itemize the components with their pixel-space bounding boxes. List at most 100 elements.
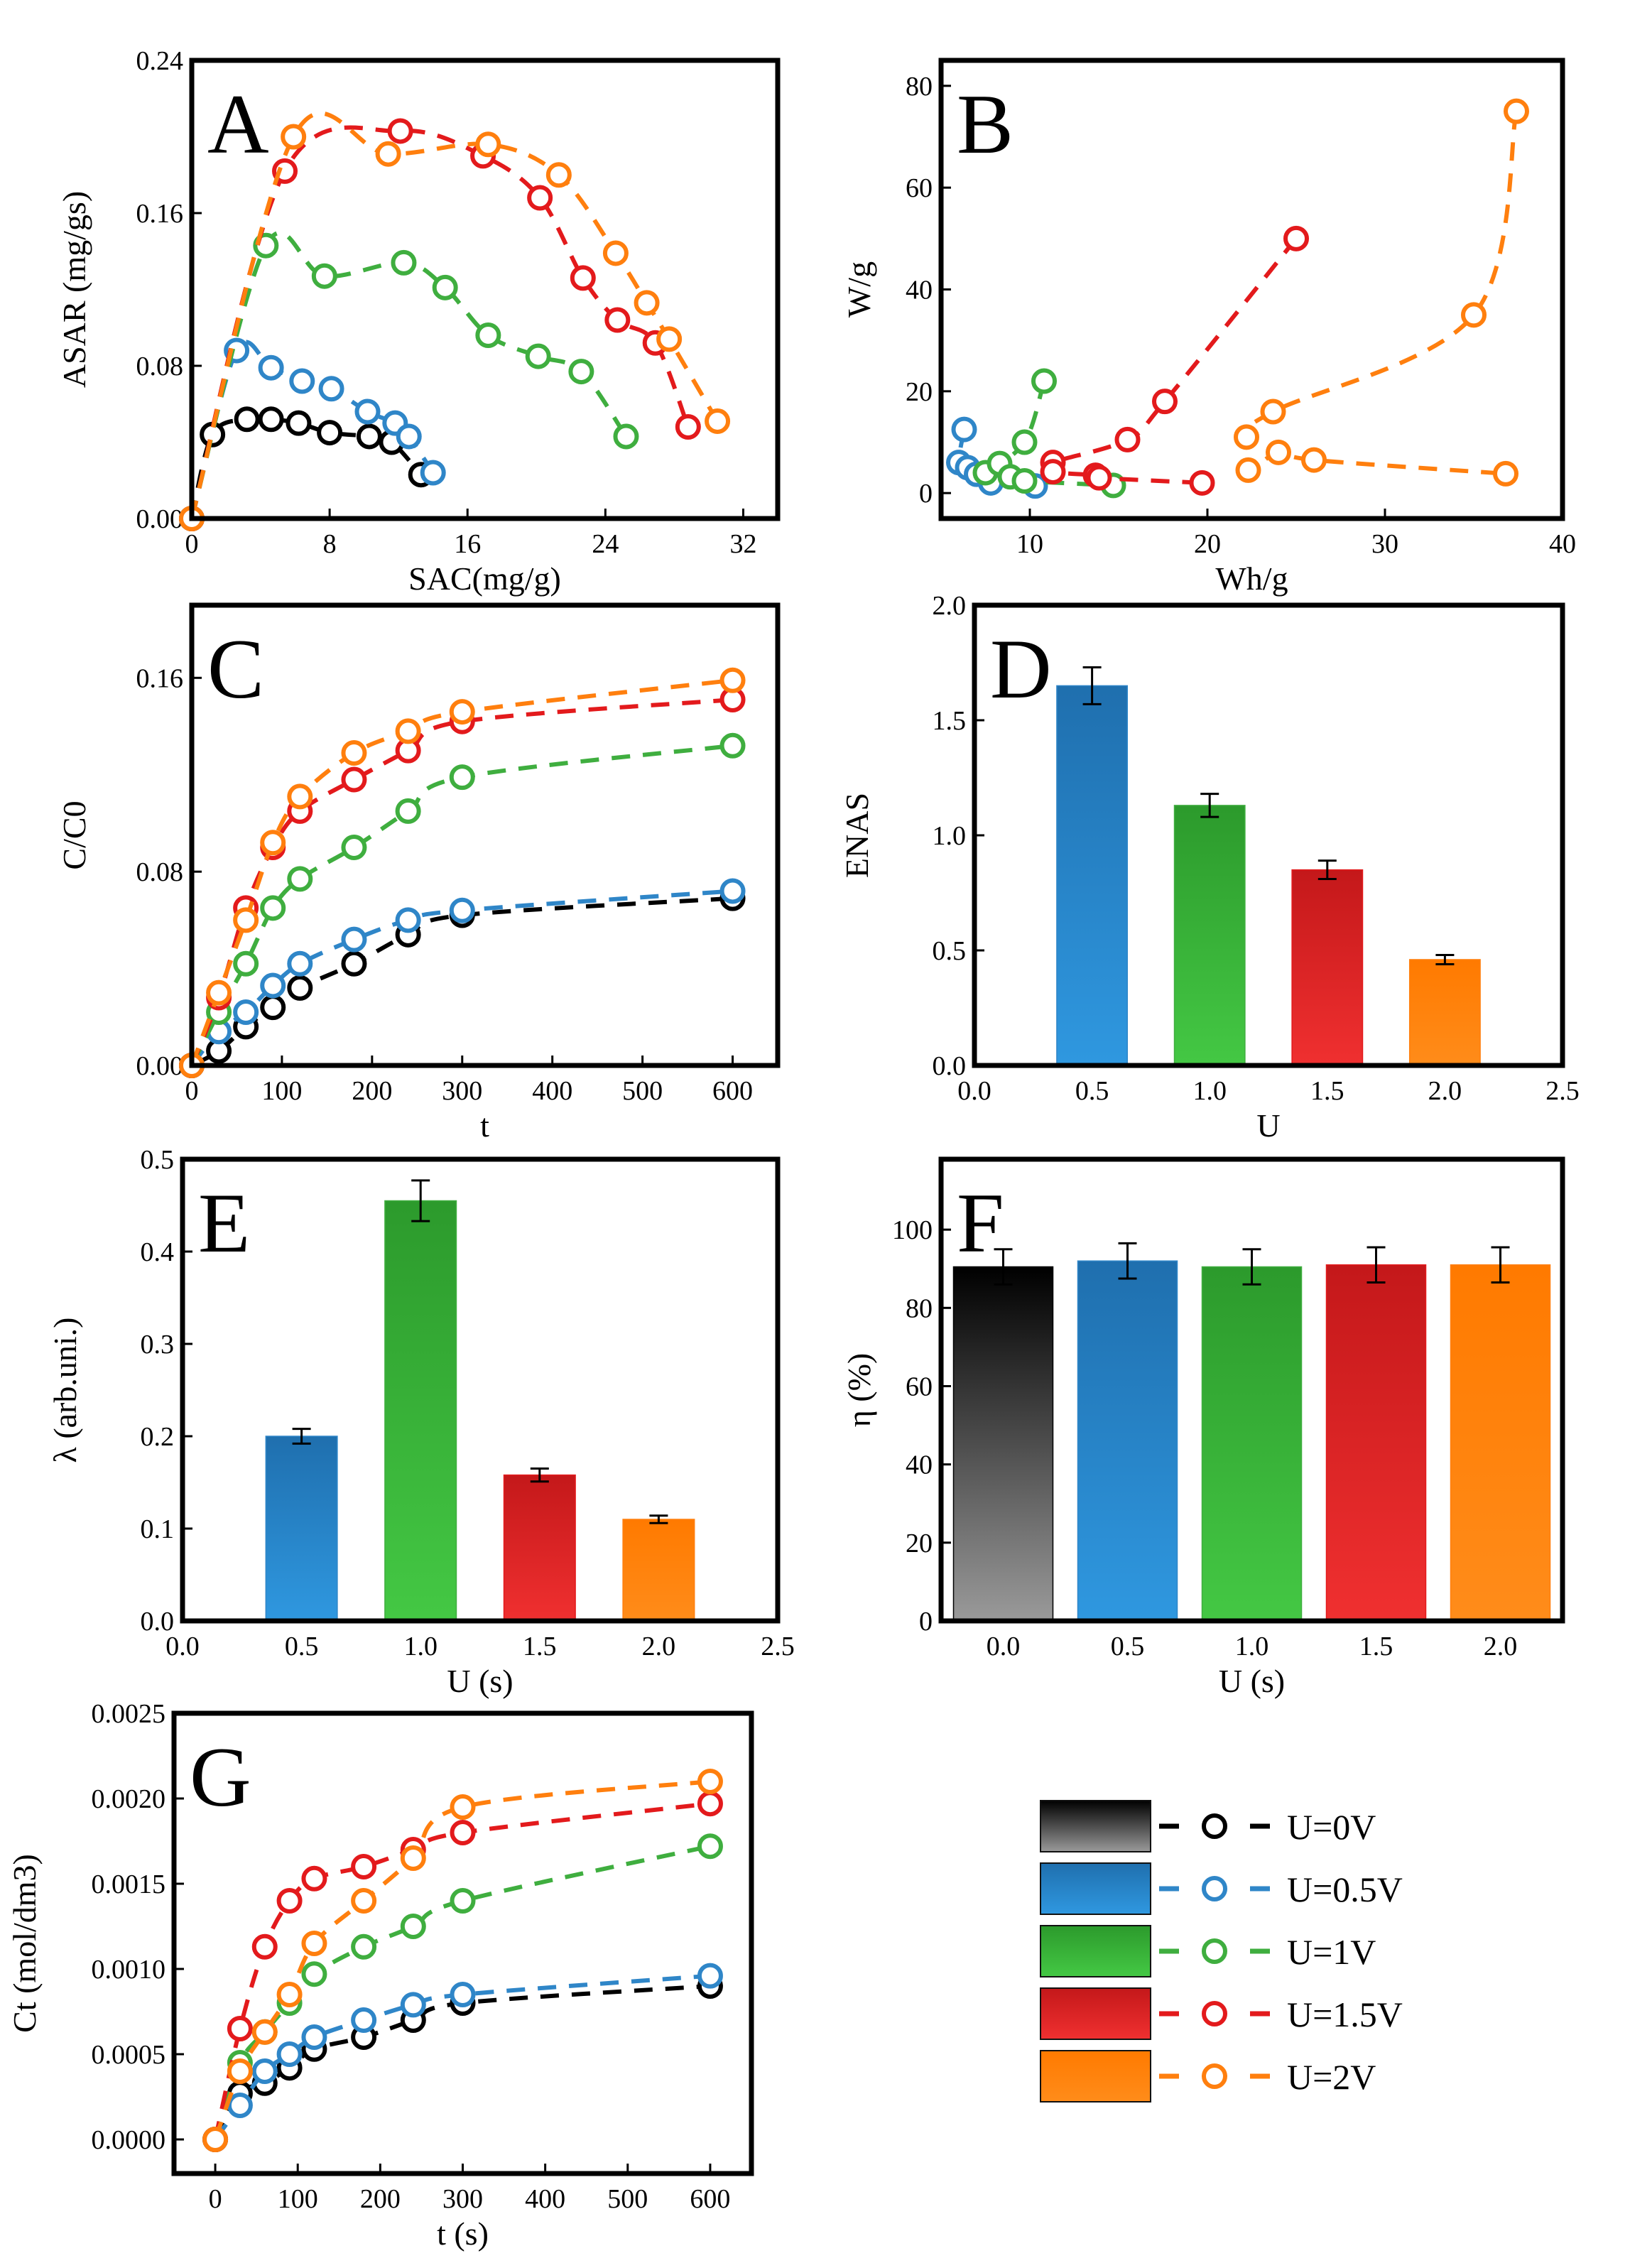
series-line [1241, 111, 1518, 476]
data-point [286, 410, 312, 436]
x-tick-label: 200 [352, 1076, 392, 1106]
x-tick-label: 0.5 [285, 1632, 319, 1661]
x-tick-label: 1.5 [1310, 1076, 1344, 1106]
legend-marker [1202, 1813, 1227, 1839]
x-tick-label: 400 [525, 2184, 565, 2214]
data-point [227, 2058, 253, 2084]
panel-letter: C [207, 622, 264, 716]
legend: U=0V U=0.5V U=1V U=1.5V U=2V [1040, 1800, 1403, 2102]
y-tick-label: 0.0020 [92, 1784, 166, 1814]
data-point [391, 249, 417, 276]
data-point [449, 897, 475, 923]
y-tick-label: 0.3 [141, 1330, 175, 1360]
y-tick-label: 100 [892, 1215, 933, 1245]
bar [1173, 805, 1246, 1066]
x-axis-title: U (s) [447, 1663, 513, 1699]
data-point [351, 2007, 377, 2033]
data-point [287, 975, 313, 1001]
x-tick-label: 500 [607, 2184, 648, 2214]
panel-letter: F [957, 1176, 1004, 1270]
y-tick-label: 40 [906, 1450, 933, 1480]
data-point [260, 972, 286, 999]
y-tick-label: 0.0025 [92, 1699, 166, 1729]
data-point [202, 2127, 229, 2152]
panel-letter: D [990, 622, 1052, 716]
data-point [387, 118, 413, 144]
data-point [1189, 470, 1215, 496]
x-tick-label: 0.0 [957, 1076, 991, 1106]
data-point [233, 907, 259, 933]
data-point [287, 950, 313, 977]
y-tick-label: 0.0 [141, 1607, 175, 1637]
data-point [289, 368, 315, 394]
bar [1077, 1260, 1178, 1622]
panel-letter: G [190, 1730, 251, 1824]
data-point [234, 406, 260, 433]
data-point [233, 999, 259, 1025]
x-tick-label: 100 [278, 2184, 318, 2214]
data-point [281, 124, 307, 150]
x-tick-label: 400 [532, 1076, 572, 1106]
data-point [351, 1933, 377, 1960]
x-tick-label: 8 [323, 529, 337, 559]
series-line [190, 743, 733, 1067]
y-tick-label: 0.00 [136, 1051, 184, 1081]
data-point [395, 907, 421, 933]
x-axis-title: t [480, 1107, 489, 1144]
x-tick-label: 0.0 [165, 1632, 200, 1661]
legend-swatch [1040, 1800, 1151, 1852]
data-point [400, 1845, 426, 1871]
y-tick-label: 0.0005 [92, 2040, 166, 2070]
x-tick-label: 32 [729, 529, 756, 559]
y-axis-title: W/g [841, 261, 877, 318]
bar [1325, 1264, 1427, 1622]
x-axis-title: SAC(mg/g) [408, 560, 561, 597]
data-point [604, 307, 631, 333]
data-point [341, 926, 367, 953]
data-point [206, 980, 232, 1006]
panel-B: 10 20 30 40 0 20 40 60 80 B Wh/g W/g [841, 58, 1576, 597]
data-point [1114, 426, 1141, 452]
plot-frame [189, 58, 781, 521]
x-tick-label: 24 [592, 529, 619, 559]
data-point [1011, 429, 1038, 455]
y-tick-label: 2.0 [933, 591, 967, 621]
x-tick-label: 600 [690, 2184, 730, 2214]
legend-label: U=1.5V [1287, 1995, 1403, 2034]
y-tick-label: 80 [906, 1293, 933, 1323]
data-point [341, 950, 367, 977]
data-point [395, 718, 421, 744]
data-point [317, 420, 343, 446]
y-tick-label: 20 [906, 377, 933, 407]
panel-C: 0 100 200 300 400 500 600 0.00 0.08 0.16 Ct C/C0 [56, 602, 781, 1144]
data-point [227, 2016, 253, 2041]
y-axis-title: η (%) [841, 1353, 877, 1428]
y-tick-label: 0 [919, 479, 933, 509]
y-tick-label: 20 [906, 1529, 933, 1558]
y-tick-label: 0.0015 [92, 1870, 166, 1899]
data-point [1260, 398, 1286, 425]
series-line [190, 125, 690, 519]
y-tick-label: 40 [906, 276, 933, 305]
data-point [318, 376, 344, 402]
y-axis-title: λ (arb.uni.) [47, 1318, 83, 1463]
data-point [449, 699, 475, 725]
data-point [613, 423, 639, 450]
legend-marker [1202, 2063, 1227, 2089]
legend-swatch [1040, 1987, 1151, 2040]
data-point [1031, 368, 1057, 394]
data-point [233, 950, 259, 977]
x-axis-title: t (s) [437, 2215, 489, 2252]
plot-frame [972, 602, 1565, 1068]
x-tick-label: 300 [442, 2184, 483, 2214]
data-point [351, 1854, 377, 1879]
data-point [1086, 465, 1112, 491]
data-point [475, 131, 501, 158]
y-tick-label: 1.5 [933, 706, 967, 736]
y-tick-label: 0.1 [141, 1514, 175, 1544]
plot-frame [938, 1156, 1565, 1624]
data-point [449, 764, 475, 791]
data-point [719, 667, 746, 693]
data-point [697, 1833, 723, 1860]
